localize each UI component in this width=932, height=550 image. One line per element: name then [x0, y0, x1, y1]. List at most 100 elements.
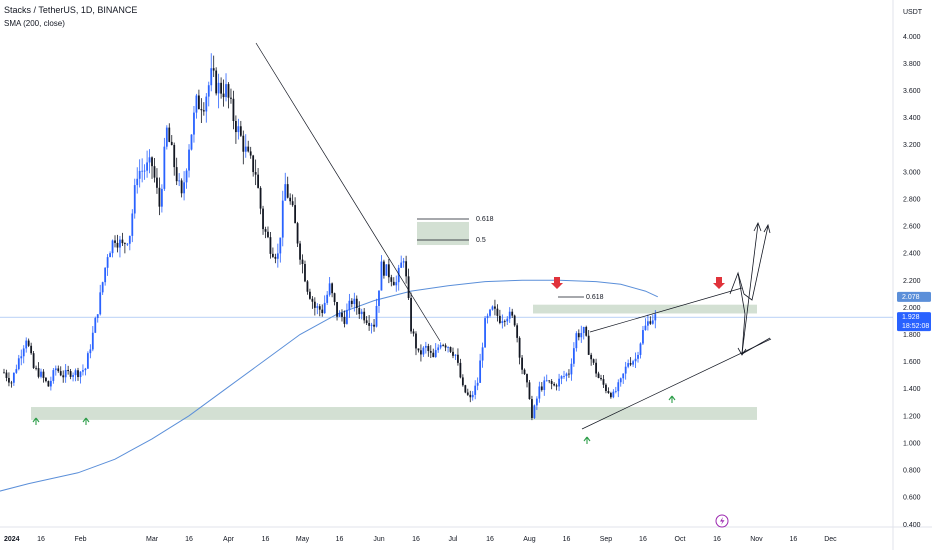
sell-arrow-icon — [551, 277, 563, 289]
candle-body — [291, 201, 294, 206]
price-axis[interactable]: 4.000 3.800 3.600 3.400 3.200 3.000 2.800 2.600… — [903, 34, 921, 529]
candle-body — [370, 324, 373, 326]
support-zone — [31, 407, 757, 420]
wedge-upper-line — [589, 287, 743, 333]
y-tick-label: 3.200 — [903, 142, 921, 149]
candle-body — [69, 371, 72, 377]
y-tick-label: 3.400 — [903, 115, 921, 122]
candle-body — [474, 385, 477, 395]
y-tick-label: 3.000 — [903, 169, 921, 176]
replay-icon[interactable] — [715, 514, 729, 528]
candle-body — [279, 237, 282, 254]
candle-body — [402, 261, 405, 263]
candle-body — [632, 361, 634, 365]
time-axis[interactable]: 2024 16 Feb Mar 16 Apr 16 May 16 Jun 16 Jul 16 Aug 16 S… — [4, 536, 837, 543]
candle-body — [387, 264, 390, 278]
y-tick-label: 2.800 — [903, 196, 921, 203]
candle-body — [355, 298, 358, 308]
x-tick-label: Aug — [523, 536, 536, 543]
candle-body — [254, 172, 257, 175]
candle-body — [185, 170, 188, 183]
wedge-lower-line — [581, 338, 772, 430]
y-tick-label: 1.800 — [903, 332, 921, 339]
fib-label-0618: 0.618 — [476, 216, 494, 223]
candle-body — [348, 300, 351, 310]
y-tick-label: 2.600 — [903, 224, 921, 231]
candle-body — [32, 353, 35, 368]
candle-body — [281, 200, 284, 238]
candle-body — [548, 380, 551, 382]
candle-body — [104, 267, 107, 283]
candle-body — [309, 291, 311, 299]
candle-body — [183, 182, 185, 194]
arrow-head-c — [737, 347, 747, 356]
candle-body — [8, 377, 10, 383]
candle-body — [318, 306, 321, 310]
candle-body — [52, 370, 55, 381]
candle-body — [634, 358, 637, 362]
candle-body — [397, 267, 400, 283]
sell-arrow-icon — [713, 277, 725, 289]
indicator-legend[interactable]: SMA (200, close) — [4, 19, 65, 28]
candle-body — [422, 347, 425, 355]
candle-body — [202, 110, 205, 112]
candle-body — [533, 405, 536, 418]
candle-body — [484, 318, 486, 348]
candle-body — [373, 324, 375, 327]
candle-body — [99, 292, 102, 315]
x-tick-label: Dec — [824, 536, 837, 543]
candle-body — [528, 382, 531, 400]
y-tick-label: 0.600 — [903, 495, 921, 502]
candle-body — [577, 333, 580, 338]
candle-body — [64, 369, 67, 378]
candle-body — [119, 239, 121, 248]
x-tick-label: Apr — [223, 536, 235, 543]
candle-body — [94, 318, 97, 333]
candle-body — [607, 390, 610, 394]
candle-body — [481, 347, 484, 361]
candle-body — [439, 345, 442, 348]
candle-body — [545, 380, 548, 382]
candle-body — [168, 127, 171, 142]
candle-body — [96, 314, 99, 319]
candle-body — [609, 393, 612, 398]
candle-body — [378, 290, 380, 306]
candle-body — [513, 315, 516, 326]
candle-body — [153, 166, 156, 178]
candle-body — [259, 187, 262, 209]
candle-body — [605, 384, 607, 391]
candle-body — [627, 363, 630, 367]
candle-body — [521, 357, 523, 370]
resistance-zone — [533, 304, 757, 314]
buy-arrow-icon — [82, 417, 90, 425]
candle-body — [10, 382, 13, 384]
candle-body — [237, 126, 240, 133]
candle-body — [5, 372, 8, 378]
candle-body — [289, 197, 292, 202]
candle-body — [434, 350, 437, 358]
candle-body — [427, 345, 430, 352]
candle-body — [563, 376, 565, 377]
candle-body — [429, 351, 432, 353]
candle-body — [570, 363, 573, 375]
candle-body — [306, 281, 309, 292]
candle-body — [170, 141, 173, 145]
candle-body — [3, 372, 5, 374]
x-tick-label: Mar — [146, 536, 159, 543]
candle-body — [444, 345, 447, 348]
candle-body — [600, 377, 602, 380]
candle-body — [126, 243, 129, 245]
candle-body — [109, 253, 111, 258]
candle-body — [624, 366, 627, 374]
y-tick-label: 3.600 — [903, 88, 921, 95]
candle-body — [415, 333, 417, 349]
candle-body — [538, 386, 541, 399]
candle-body — [72, 375, 74, 377]
candle-body — [531, 399, 533, 418]
candle-body — [230, 97, 232, 99]
x-tick-label: 16 — [262, 536, 270, 543]
candle-body — [205, 96, 208, 112]
candle-body — [350, 300, 353, 305]
candle-body — [380, 261, 383, 291]
